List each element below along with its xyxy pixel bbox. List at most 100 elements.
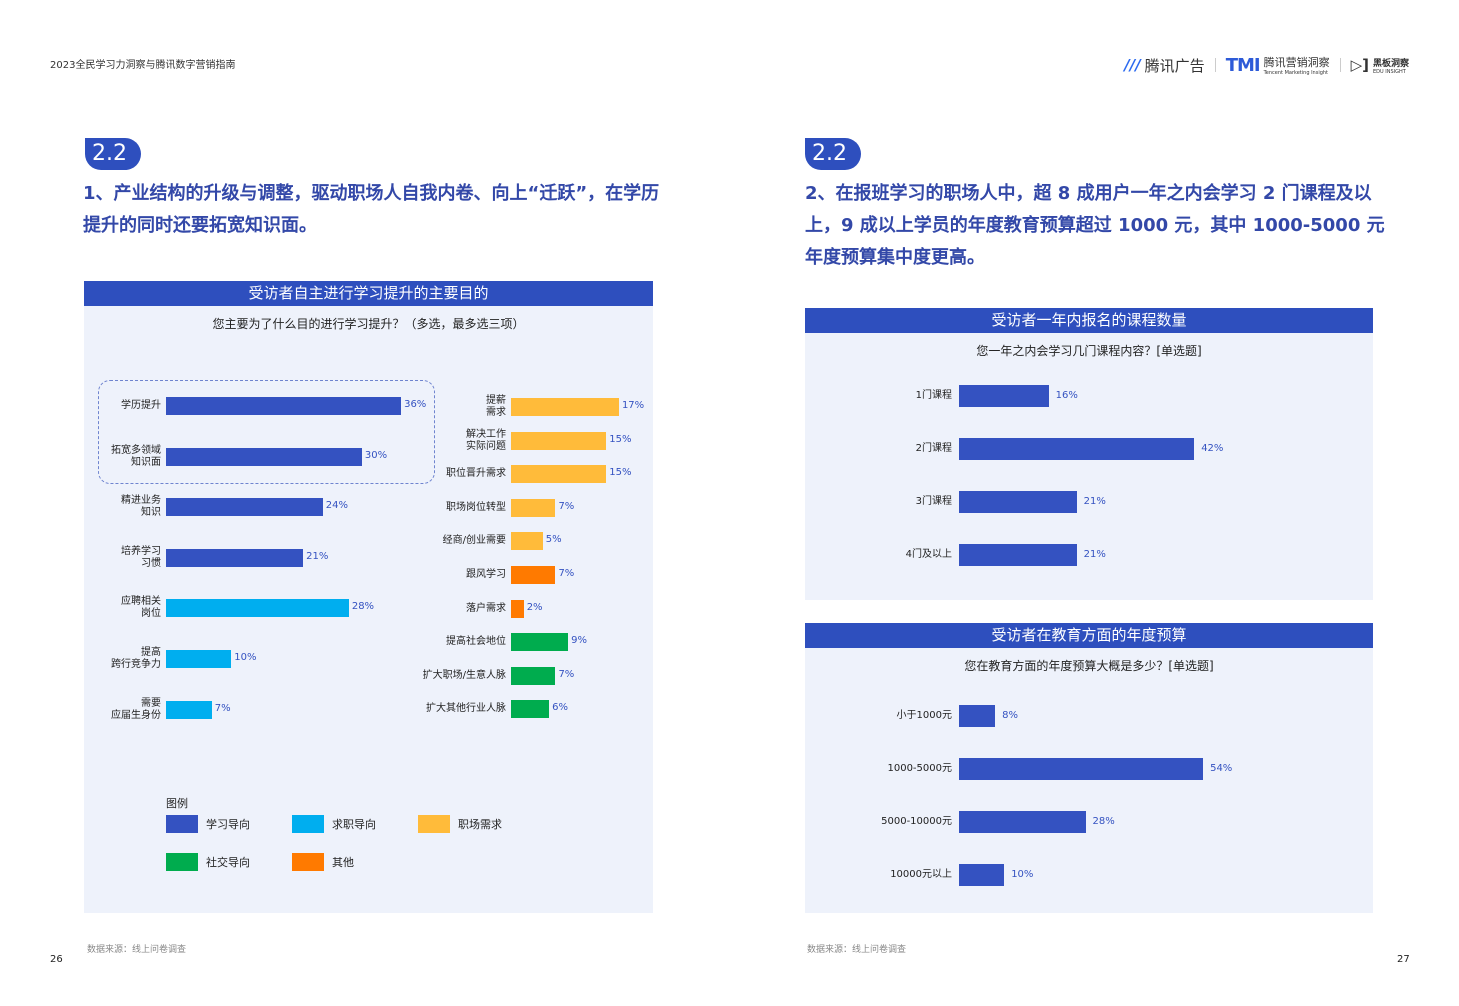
legend-item: 学习导向: [166, 815, 250, 833]
bar: [166, 599, 349, 618]
section-badge: 2.2: [805, 138, 861, 170]
bar: [511, 498, 556, 517]
legend-swatch: [166, 853, 198, 871]
bar: [511, 465, 607, 484]
bar-label: 1门课程: [915, 390, 952, 401]
bar: [166, 548, 304, 567]
chart-subtitle: 您主要为了什么目的进行学习提升？（多选，最多选三项）: [212, 317, 525, 331]
bar-label: 4门及以上: [905, 549, 952, 560]
edu-cn: 黑板洞察: [1372, 58, 1409, 69]
page-number: 27: [1397, 954, 1410, 965]
tmi-en: Tencent Marketing Insight: [1263, 70, 1329, 76]
document-title: 2023全民学习力洞察与腾讯数字营销指南: [50, 60, 236, 71]
bar-label: 10000元以上: [890, 869, 952, 880]
value-label: 15%: [609, 467, 632, 479]
bar-label: 扩大其他行业人脉: [426, 703, 506, 715]
value-label: 10%: [234, 652, 257, 663]
legend-swatch: [166, 815, 198, 833]
value-label: 7%: [558, 668, 575, 680]
course-count-panel: 受访者一年内报名的课程数量 您一年之内会学习几门课程内容？[单选题] 1门课程 1…: [805, 308, 1373, 600]
value-label: 7%: [558, 568, 575, 579]
bar-label: 学历提升: [121, 400, 161, 411]
edu-en: EDU INSIGHT: [1372, 68, 1406, 75]
bar-label: 需要 应届生身份: [111, 697, 161, 721]
bar: [511, 666, 556, 685]
right-heading: 2、在报班学习的职场人中，超 8 成用户一年之内会学习 2 门课程及以上，9 成…: [805, 183, 1385, 268]
legend-item: 求职导向: [292, 815, 376, 833]
value-label: 28%: [351, 601, 375, 613]
divider: [1339, 58, 1341, 72]
legend-label: 社交导向: [206, 856, 250, 869]
edu-insight-logo: ▷] 黑板洞察 EDU INSIGHT: [1350, 56, 1409, 75]
value-label: 36%: [404, 399, 427, 410]
legend-item: 其他: [292, 853, 354, 871]
bar: [511, 599, 524, 618]
legend-label: 其他: [332, 856, 354, 869]
bar: [166, 650, 232, 668]
bar-label: 解决工作 实际问题: [466, 428, 506, 452]
bar: [511, 633, 569, 652]
bar: [511, 532, 543, 551]
bar-label: 提高社会地位: [446, 636, 506, 648]
bar-label: 2门课程: [915, 443, 952, 454]
bar: [511, 431, 607, 450]
bar: [959, 705, 996, 727]
bar-label: 职位晋升需求: [446, 468, 506, 480]
tencent-ads-text: 腾讯广告: [1144, 56, 1205, 75]
page-number: 26: [50, 954, 63, 965]
legend-label: 职场需求: [458, 818, 502, 831]
legend-swatch: [292, 815, 324, 833]
divider: [1214, 58, 1216, 72]
logo-bar: ///腾讯广告 TMI 腾讯营销洞察 Tencent Marketing Insig…: [1124, 54, 1409, 77]
bar: [959, 864, 1005, 886]
value-label: 10%: [1011, 869, 1034, 880]
bar-label: 小于1000元: [896, 710, 952, 721]
value-label: 24%: [325, 500, 348, 512]
bar: [959, 811, 1086, 833]
bar-label: 提高 跨行竞争力: [111, 647, 161, 670]
bar-label: 跟风学习: [466, 569, 506, 580]
bar-label: 应聘相关 岗位: [121, 596, 161, 620]
chart-title: 受访者在教育方面的年度预算: [805, 623, 1373, 648]
bar-label: 培养学习 习惯: [121, 545, 161, 569]
bar-label: 拓宽多领域 知识面: [111, 444, 161, 468]
legend-label: 学习导向: [206, 818, 250, 831]
bar-label: 1000-5000元: [887, 763, 952, 774]
section-badge: 2.2: [85, 138, 141, 170]
legend-swatch: [418, 815, 450, 833]
legend-item: 职场需求: [418, 815, 502, 833]
bar: [166, 447, 362, 466]
bar: [959, 385, 1049, 407]
value-label: 16%: [1055, 390, 1078, 401]
tmi-cn: 腾讯营销洞察: [1263, 56, 1330, 69]
legend-title: 图例: [166, 797, 188, 810]
value-label: 21%: [306, 550, 329, 562]
bar: [166, 397, 402, 415]
value-label: 42%: [1201, 443, 1224, 454]
bar: [959, 544, 1077, 566]
data-source: 数据来源：线上问卷调查: [807, 945, 907, 955]
value-label: 17%: [621, 400, 645, 411]
bar-label: 3门课程: [915, 496, 952, 507]
bar: [511, 398, 619, 416]
data-source: 数据来源：线上问卷调查: [87, 945, 187, 955]
value-label: 9%: [571, 635, 588, 647]
bar-label: 落户需求: [466, 602, 506, 614]
bar-label: 经商/创业需要: [442, 535, 506, 547]
legend-swatch: [292, 853, 324, 871]
value-label: 5%: [545, 534, 562, 546]
tmi-logo: TMI 腾讯营销洞察 Tencent Marketing Insight: [1226, 54, 1330, 77]
left-heading: 1、产业结构的升级与调整，驱动职场人自我内卷、向上“迁跃”，在学历提升的同时还要…: [83, 183, 660, 236]
legend-item: 社交导向: [166, 853, 250, 871]
bar-label: 精进业务 知识: [121, 495, 161, 519]
bar: [959, 438, 1195, 460]
chart-subtitle: 您在教育方面的年度预算大概是多少？[单选题]: [964, 659, 1214, 673]
bar-label: 扩大职场/生意人脉: [422, 669, 506, 681]
value-label: 8%: [1002, 710, 1019, 721]
value-label: 21%: [1083, 549, 1106, 560]
value-label: 28%: [1092, 816, 1115, 827]
bar-label: 5000-10000元: [881, 816, 952, 827]
legend-label: 求职导向: [332, 818, 376, 831]
value-label: 6%: [552, 702, 568, 714]
value-label: 2%: [526, 601, 543, 613]
